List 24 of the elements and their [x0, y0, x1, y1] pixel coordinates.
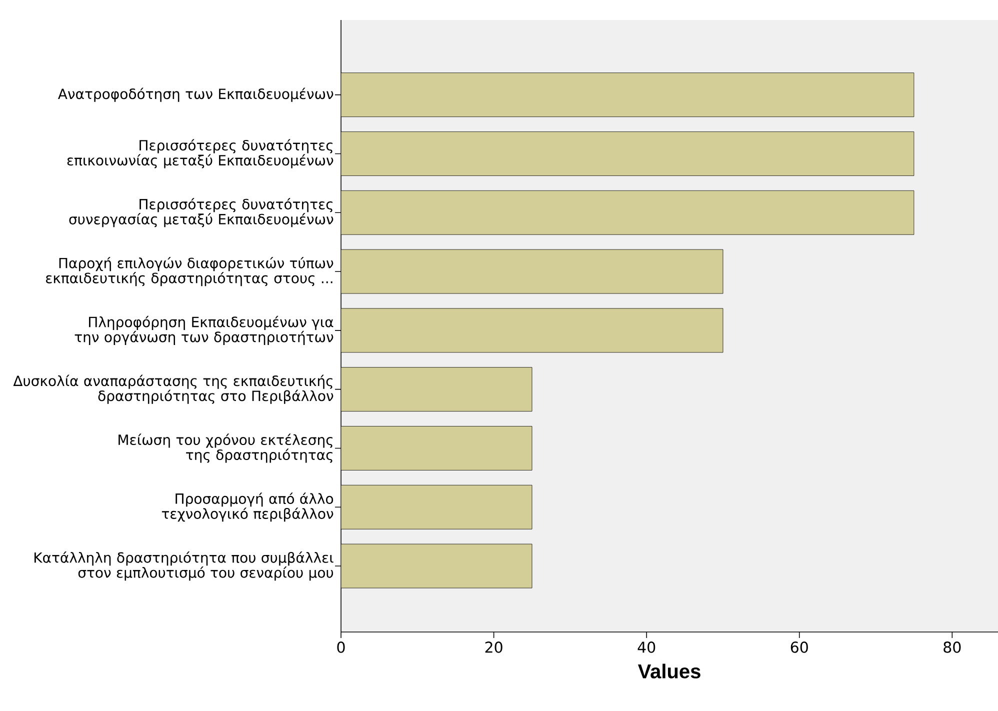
y-tick-label: Περισσότερες δυνατότητες συνεργασίας μεταξύ Εκπαιδευομένων: [69, 198, 334, 228]
x-tick-label: 0: [337, 642, 345, 653]
bar: [341, 544, 532, 588]
y-tick-label: Παροχή επιλογών διαφορετικών τύπων εκπαιδευτικής δραστηριότητας στους ...: [46, 256, 334, 286]
y-tick-label: Πληροφόρηση Εκπαιδευομένων για την οργάνωση των δραστηριοτήτων: [74, 316, 334, 345]
bar: [341, 72, 914, 118]
bar: [341, 484, 532, 530]
bar: [341, 132, 914, 176]
y-tick-label: Περισσότερες δυνατότητες επικοινωνίας μεταξύ Εκπαιδευομένων: [67, 139, 334, 168]
y-tick-label: Μείωση του χρόνου εκτέλεσης της δραστηριότητας: [118, 434, 332, 463]
x-tick-label: 80: [944, 642, 961, 653]
bar: [341, 367, 532, 412]
y-tick-label: Κατάλληλη δραστηριότητα που συμβάλλει στον εμπλουτισμό του σεναρίου μου: [34, 551, 334, 581]
bar: [341, 426, 532, 470]
x-tick-label: 60: [790, 642, 808, 653]
x-tick-label: 40: [638, 642, 656, 653]
bar: [341, 190, 914, 235]
y-tick-label: Δυσκολία αναπαράστασης της εκπαιδευτικής δραστηριότητας στο Περιβάλλον: [13, 374, 334, 404]
x-tick-label: 20: [485, 642, 502, 653]
bar: [341, 249, 724, 294]
y-tick-label: Προσαρμογή από άλλο τεχνολογικό περιβάλλον: [162, 492, 334, 522]
y-tick-label: Ανατροφοδότηση των Εκπαιδευομένων: [58, 88, 334, 102]
bar: [341, 308, 724, 353]
x-axis-title: Values: [638, 664, 700, 678]
